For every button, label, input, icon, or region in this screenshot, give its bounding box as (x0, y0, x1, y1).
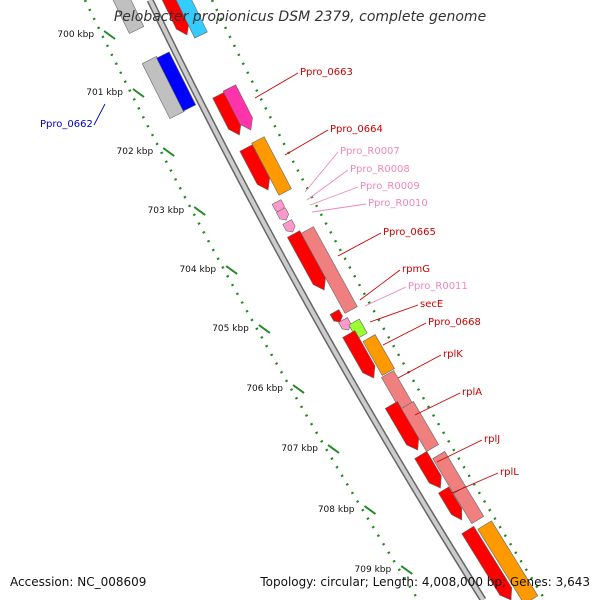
label-leader-line (304, 151, 339, 193)
label-leader-line (254, 72, 299, 99)
label-leader-line (364, 286, 407, 307)
gene-label: rplL (500, 467, 519, 478)
gene-labels: Ppro_0662 Ppro_0663 Ppro_0664 Ppro_R0007 Ppr… (40, 67, 519, 494)
gene-label: rpmG (402, 264, 430, 275)
kbp-tick-label: 709 kbp (355, 565, 392, 575)
kbp-tick-mark (363, 505, 377, 515)
gene-ppro-0664-b (251, 136, 292, 196)
accession-text: Accession: NC_008609 (10, 575, 147, 589)
genome-summary-text: Topology: circular; Length: 4,008,000 bp… (260, 575, 590, 589)
kbp-tick-label: 703 kbp (148, 206, 185, 216)
gene-label: secE (420, 299, 443, 310)
label-leader-line (382, 322, 427, 346)
gene-label: Ppro_R0007 (340, 146, 400, 157)
gene-label: Ppro_0668 (428, 317, 481, 328)
kbp-tick-mark (400, 565, 413, 575)
gene-ppro-r0011 (338, 317, 352, 331)
gene-ppro-0668-b (362, 334, 395, 376)
label-leader-line (311, 203, 367, 213)
kbp-tick-label: 706 kbp (246, 384, 283, 394)
gene-label: rplJ (484, 434, 500, 445)
kbp-tick-label: 704 kbp (179, 265, 216, 275)
kbp-tick-label: 700 kbp (57, 30, 94, 40)
inner-dotted-track (83, 0, 420, 600)
kbp-tick-label: 705 kbp (212, 324, 249, 334)
label-leader-line (359, 269, 401, 301)
kbp-tick-mark (162, 147, 175, 157)
kbp-tick-mark (327, 444, 340, 454)
kbp-ticks: 700 kbp 701 kbp 702 kbp 703 kbp 704 kbp 705 k… (57, 30, 413, 575)
kbp-tick-label: 702 kbp (117, 147, 154, 157)
label-leader-line (414, 392, 461, 416)
gene-ppro-0663-b (222, 84, 253, 131)
gene-ppro-r0009 (282, 219, 296, 233)
label-leader-line (337, 232, 382, 257)
map-title: Pelobacter propionicus DSM 2379, complet… (113, 9, 487, 25)
gene-block (172, 0, 208, 39)
kbp-tick-mark (103, 30, 116, 40)
gene-label: Ppro_R0011 (408, 281, 468, 292)
kbp-tick-label: 708 kbp (318, 505, 355, 515)
gene-rpmg (329, 309, 343, 323)
gene-label: Ppro_0662 (40, 119, 93, 130)
kbp-tick-label: 701 kbp (86, 88, 123, 98)
gene-label: rplK (443, 349, 463, 360)
label-leader-line (284, 129, 329, 156)
label-leader-line (93, 103, 106, 126)
gene-rplj (414, 451, 442, 489)
gene-label: Ppro_0664 (330, 124, 383, 135)
label-leader-line (397, 354, 442, 379)
gene-label: rplA (462, 387, 482, 398)
gene-block (461, 525, 513, 600)
label-leader-line (451, 472, 499, 494)
kbp-tick-mark (292, 384, 305, 394)
gene-label: Ppro_R0009 (360, 181, 420, 192)
gene-block (111, 0, 145, 34)
gene-ppro-0662 (156, 51, 197, 112)
kbp-tick-label: 707 kbp (281, 444, 318, 454)
label-leader-line (369, 304, 419, 323)
gene-rpla-b (400, 401, 440, 452)
gene-block (477, 520, 539, 600)
gene-rpll (438, 486, 463, 521)
gene-ppro-r0008 (275, 207, 290, 221)
gene-label: Ppro_R0010 (368, 198, 428, 209)
gene-ppro-0668 (342, 330, 376, 379)
kbp-tick-mark (193, 206, 206, 216)
track-lines (83, 0, 547, 600)
outer-dotted-track (210, 0, 547, 600)
kbp-tick-mark (258, 324, 271, 334)
label-leader-line (436, 439, 483, 463)
gene-features (111, 0, 539, 600)
label-leader-line (306, 169, 349, 201)
gene-label: Ppro_0663 (300, 67, 353, 78)
kbp-tick-mark (132, 88, 145, 98)
label-leader-line (309, 186, 359, 206)
kbp-tick-mark (225, 265, 238, 275)
genome-backbone-inner (148, 0, 485, 600)
gene-label: Ppro_0665 (383, 227, 436, 238)
gene-ppro-0665-b (300, 226, 358, 314)
gene-label: Ppro_R0008 (350, 164, 410, 175)
